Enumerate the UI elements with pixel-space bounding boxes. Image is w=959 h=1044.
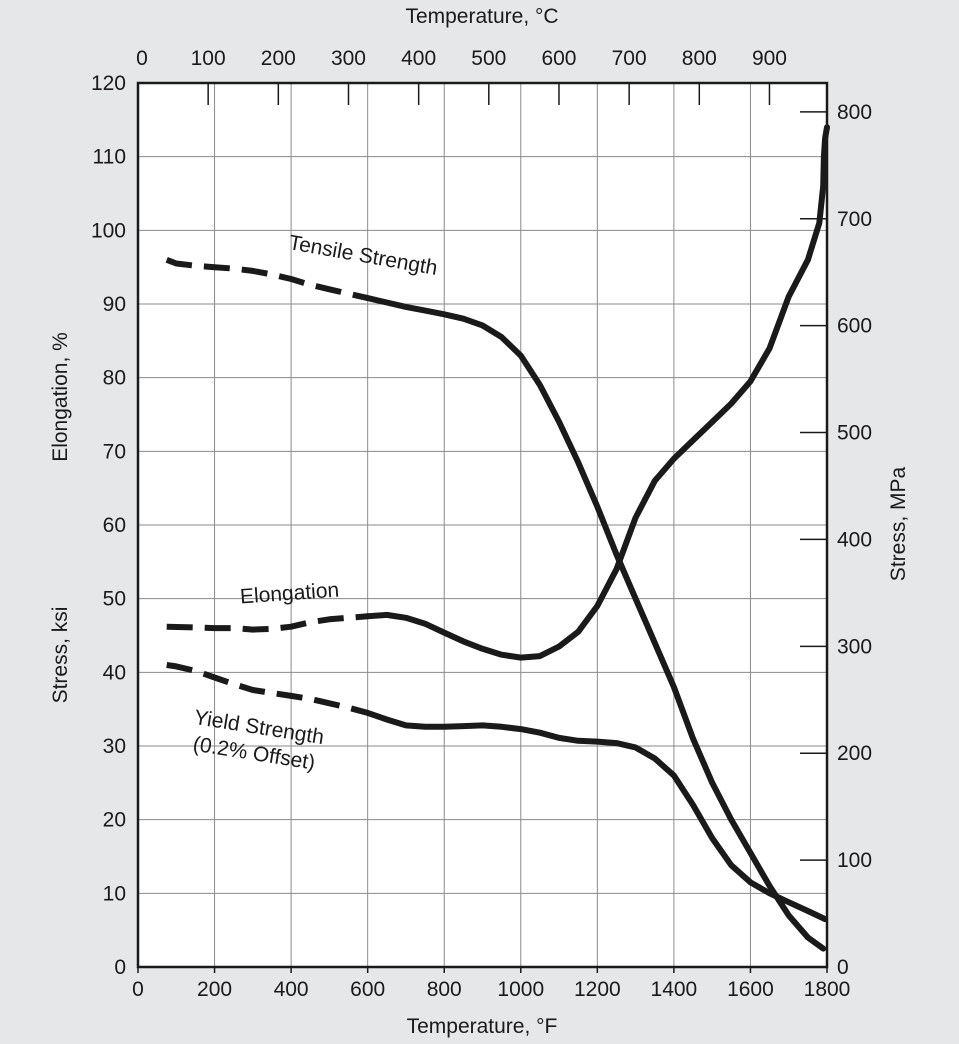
y-tick-label-left: 120: [91, 72, 126, 95]
x-tick-label-c: 800: [682, 47, 717, 70]
elongation-dashed-line: [166, 613, 368, 633]
x-tick-label-c: 600: [541, 47, 576, 70]
y-tick-label-left: 10: [103, 882, 126, 905]
y-tick-label-left: 40: [103, 661, 126, 684]
y-tick-label-right: 300: [837, 635, 872, 658]
x-tick-label-f: 800: [427, 978, 462, 1001]
tensile-strength-line: [364, 295, 827, 952]
plot-frame: [136, 81, 829, 969]
x-tick-label-f: 1400: [651, 978, 698, 1001]
elongation-line: [364, 124, 830, 661]
y-tick-label-right: 800: [837, 101, 872, 124]
x-tick-label-f: 1200: [574, 978, 621, 1001]
x-tick-label-c: 400: [401, 47, 436, 70]
x-tick-label-f: 1800: [804, 978, 851, 1001]
x-tick-label-f: 400: [274, 978, 309, 1001]
x-tick-label-f: 0: [132, 978, 144, 1001]
y-tick-label-left: 0: [114, 956, 126, 979]
y-tick-label-left: 80: [103, 367, 126, 390]
y-tick-label-left: 60: [103, 514, 126, 537]
y-tick-label-left: 70: [103, 440, 126, 463]
x-tick-label-c: 900: [752, 47, 787, 70]
x-tick-label-c: 500: [471, 47, 506, 70]
x-tick-label-c: 700: [612, 47, 647, 70]
x-tick-label-f: 200: [197, 978, 232, 1001]
y-tick-label-right: 600: [837, 315, 872, 338]
y-tick-label-left: 100: [91, 219, 126, 242]
x-tick-label-f: 600: [350, 978, 385, 1001]
y-tick-label-left: 30: [103, 735, 126, 758]
y-tick-label-right: 0: [837, 956, 849, 979]
y-tick-label-left: 20: [103, 809, 126, 832]
top-axis-title: Temperature, °C: [405, 5, 558, 28]
y-tick-label-right: 400: [837, 528, 872, 551]
x-tick-label-c: 100: [191, 47, 226, 70]
tensile-strength-dashed-line: [165, 257, 369, 302]
right-axis-title: Stress, MPa: [887, 467, 910, 582]
yield-strength-dashed-line: [166, 662, 369, 716]
bottom-axis-title: Temperature, °F: [407, 1015, 558, 1038]
x-tick-label-f: 1600: [727, 978, 774, 1001]
y-tick-label-right: 500: [837, 422, 872, 445]
x-tick-label-c: 300: [331, 47, 366, 70]
x-tick-label-c: 0: [136, 47, 148, 70]
y-tick-label-right: 200: [837, 742, 872, 765]
curves: [165, 124, 830, 952]
x-tick-label-c: 200: [261, 47, 296, 70]
left-axis-title-elongation: Elongation, %: [49, 332, 72, 462]
y-tick-label-left: 90: [103, 293, 126, 316]
x-tick-label-f: 1000: [497, 978, 544, 1001]
left-axis-title-stress: Stress, ksi: [49, 607, 72, 704]
y-tick-label-right: 700: [837, 208, 872, 231]
yield-strength-line: [364, 709, 829, 923]
y-tick-label-left: 110: [93, 146, 126, 169]
y-tick-label-left: 50: [103, 588, 126, 611]
y-tick-label-right: 100: [837, 849, 872, 872]
